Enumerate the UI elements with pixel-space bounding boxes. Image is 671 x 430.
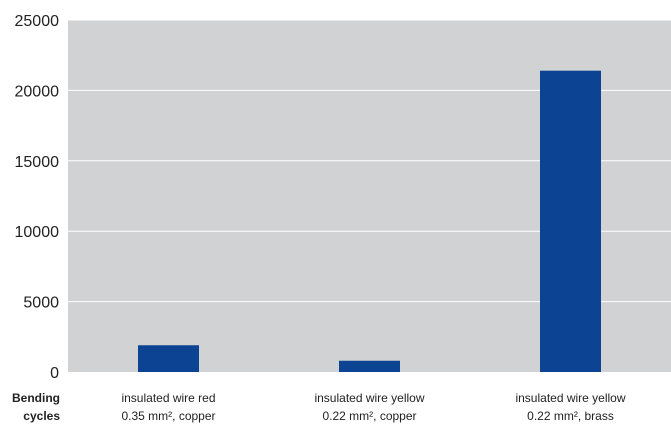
x-axis-title: Bending xyxy=(12,391,60,405)
bar xyxy=(138,345,199,372)
y-tick-label: 25000 xyxy=(15,13,60,30)
x-tick-label: 0.22 mm², copper xyxy=(322,409,416,423)
x-axis-title: cycles xyxy=(23,409,60,423)
y-tick-label: 15000 xyxy=(15,154,60,171)
y-tick-label: 20000 xyxy=(15,83,60,100)
x-tick-label: insulated wire yellow xyxy=(314,391,424,405)
bar xyxy=(339,360,400,372)
bar xyxy=(540,70,601,373)
y-tick-label: 0 xyxy=(50,365,59,382)
x-tick-label: insulated wire red xyxy=(121,391,215,405)
x-tick-label: 0.35 mm², copper xyxy=(121,409,215,423)
x-tick-label: 0.22 mm², brass xyxy=(527,409,614,423)
y-tick-label: 10000 xyxy=(15,224,60,241)
x-tick-label: insulated wire yellow xyxy=(515,391,625,405)
y-tick-label: 5000 xyxy=(23,295,59,312)
